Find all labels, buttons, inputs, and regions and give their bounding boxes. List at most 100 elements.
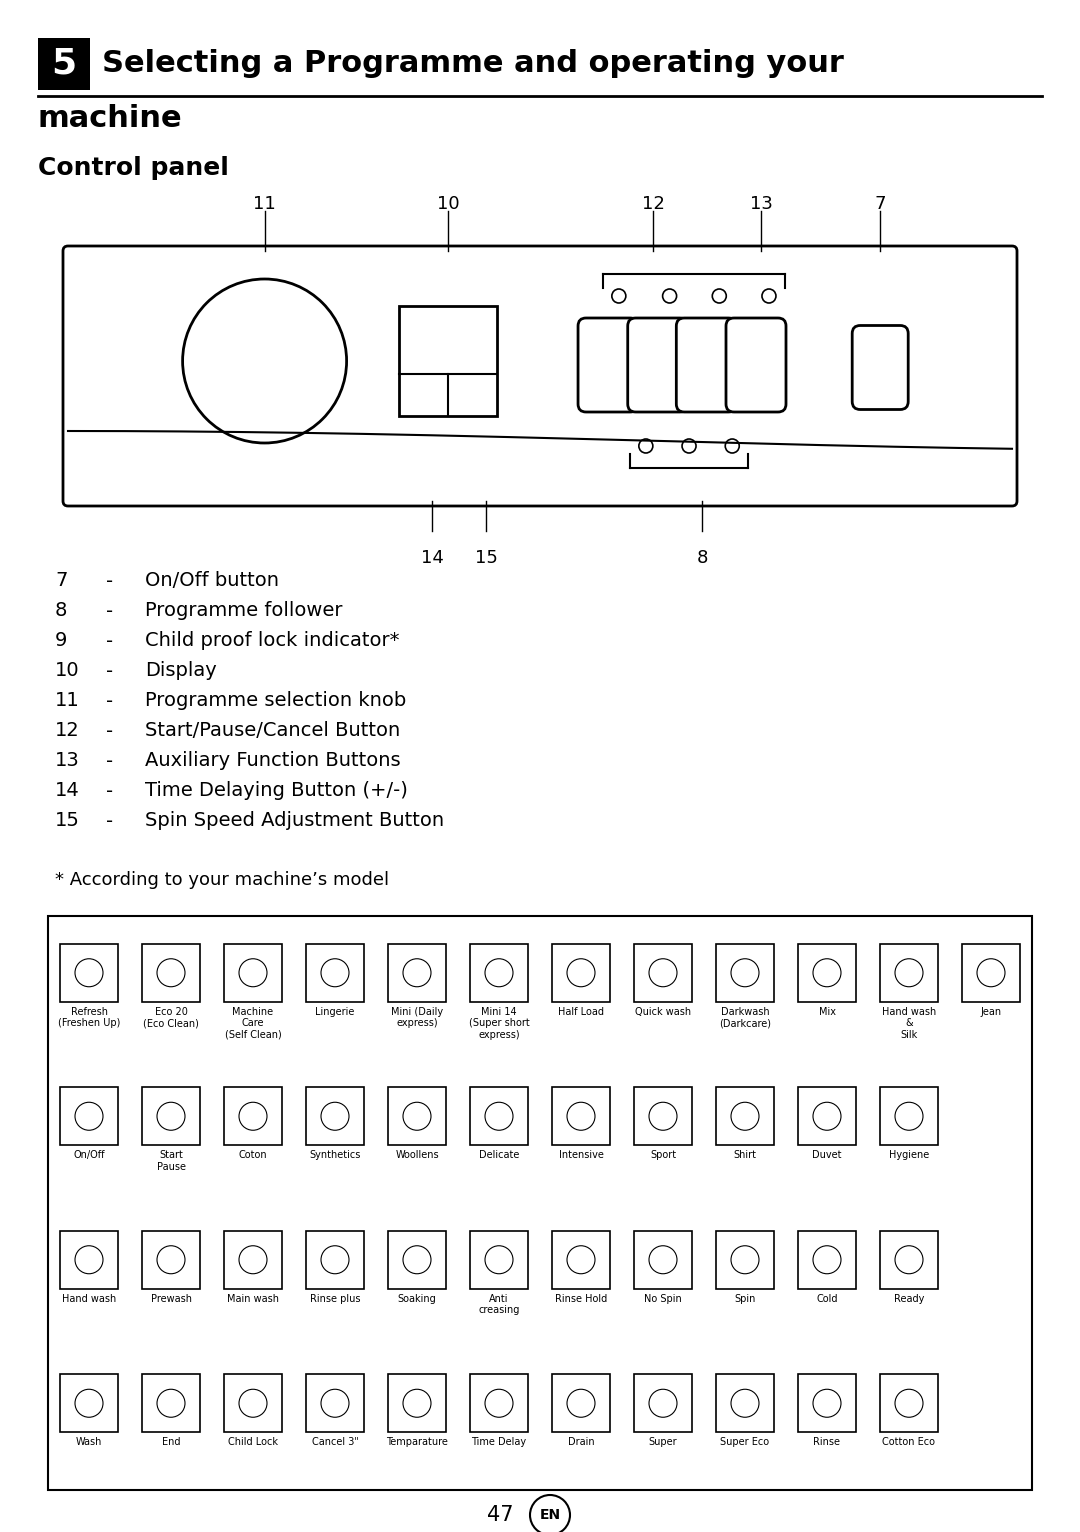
Text: Shirt: Shirt xyxy=(733,1151,756,1160)
Bar xyxy=(306,1230,364,1288)
Text: Super Eco: Super Eco xyxy=(720,1437,770,1448)
Bar xyxy=(798,1374,856,1432)
Bar xyxy=(470,1374,528,1432)
Bar xyxy=(962,944,1020,1002)
Text: End: End xyxy=(162,1437,180,1448)
Text: 9: 9 xyxy=(55,631,67,651)
Text: EN: EN xyxy=(539,1507,561,1521)
Text: Mix: Mix xyxy=(819,1007,836,1017)
Text: Soaking: Soaking xyxy=(397,1293,436,1304)
Bar xyxy=(880,1374,939,1432)
Text: Jean: Jean xyxy=(981,1007,1001,1017)
Bar xyxy=(798,944,856,1002)
Text: 11: 11 xyxy=(253,195,276,213)
Bar xyxy=(141,944,200,1002)
Text: -: - xyxy=(107,691,113,711)
Text: -: - xyxy=(107,662,113,680)
Bar xyxy=(634,944,692,1002)
Text: -: - xyxy=(107,722,113,740)
Text: Child proof lock indicator*: Child proof lock indicator* xyxy=(145,631,400,651)
Text: 14: 14 xyxy=(55,781,80,801)
Text: Display: Display xyxy=(145,662,217,680)
Bar xyxy=(224,1230,282,1288)
Bar xyxy=(552,944,610,1002)
Text: 10: 10 xyxy=(55,662,80,680)
Text: Synthetics: Synthetics xyxy=(309,1151,361,1160)
Text: Half Load: Half Load xyxy=(558,1007,604,1017)
Text: Machine
Care
(Self Clean): Machine Care (Self Clean) xyxy=(225,1007,282,1040)
Text: No Spin: No Spin xyxy=(644,1293,681,1304)
Text: On/Off: On/Off xyxy=(73,1151,105,1160)
FancyBboxPatch shape xyxy=(676,319,737,412)
Bar xyxy=(716,1230,774,1288)
Text: 15: 15 xyxy=(55,812,80,830)
Text: Rinse Hold: Rinse Hold xyxy=(555,1293,607,1304)
Bar xyxy=(38,38,90,90)
Text: -: - xyxy=(107,602,113,620)
Text: Time Delaying Button (+/-): Time Delaying Button (+/-) xyxy=(145,781,408,801)
Text: Mini 14
(Super short
express): Mini 14 (Super short express) xyxy=(469,1007,529,1040)
Bar xyxy=(388,1230,446,1288)
FancyBboxPatch shape xyxy=(578,319,638,412)
Text: Programme follower: Programme follower xyxy=(145,602,342,620)
Text: 5: 5 xyxy=(52,47,77,81)
Bar xyxy=(388,1374,446,1432)
Text: 13: 13 xyxy=(750,195,773,213)
Text: 7: 7 xyxy=(55,571,67,590)
Text: Cancel 3": Cancel 3" xyxy=(311,1437,359,1448)
Text: Hand wash: Hand wash xyxy=(62,1293,117,1304)
Bar xyxy=(552,1374,610,1432)
Bar xyxy=(798,1230,856,1288)
Text: Temparature: Temparature xyxy=(386,1437,448,1448)
Text: Rinse: Rinse xyxy=(813,1437,840,1448)
Text: Duvet: Duvet xyxy=(812,1151,841,1160)
Bar xyxy=(552,1230,610,1288)
Bar xyxy=(141,1230,200,1288)
Bar xyxy=(224,944,282,1002)
Text: -: - xyxy=(107,752,113,771)
Text: -: - xyxy=(107,571,113,590)
Text: 12: 12 xyxy=(55,722,80,740)
Text: Start/Pause/Cancel Button: Start/Pause/Cancel Button xyxy=(145,722,401,740)
Text: 13: 13 xyxy=(55,752,80,771)
Bar xyxy=(716,1374,774,1432)
Text: 8: 8 xyxy=(55,602,67,620)
Text: 7: 7 xyxy=(875,195,886,213)
Text: machine: machine xyxy=(38,104,183,133)
Bar xyxy=(141,1374,200,1432)
Bar xyxy=(400,306,497,417)
Text: 11: 11 xyxy=(55,691,80,711)
Text: Time Delay: Time Delay xyxy=(472,1437,527,1448)
Text: Woollens: Woollens xyxy=(395,1151,438,1160)
Text: Auxiliary Function Buttons: Auxiliary Function Buttons xyxy=(145,752,401,771)
Text: Darkwash
(Darkcare): Darkwash (Darkcare) xyxy=(719,1007,771,1028)
Bar xyxy=(716,1088,774,1146)
Text: Start
Pause: Start Pause xyxy=(157,1151,186,1172)
Bar xyxy=(880,1230,939,1288)
Text: Quick wash: Quick wash xyxy=(635,1007,691,1017)
Text: Super: Super xyxy=(649,1437,677,1448)
Bar xyxy=(306,1374,364,1432)
Text: 10: 10 xyxy=(437,195,459,213)
Bar xyxy=(388,944,446,1002)
Text: Child Lock: Child Lock xyxy=(228,1437,278,1448)
Text: Eco 20
(Eco Clean): Eco 20 (Eco Clean) xyxy=(143,1007,199,1028)
Bar xyxy=(880,944,939,1002)
Text: Drain: Drain xyxy=(568,1437,594,1448)
Bar xyxy=(880,1088,939,1146)
Text: Ready: Ready xyxy=(894,1293,924,1304)
Bar xyxy=(60,1230,118,1288)
Text: Main wash: Main wash xyxy=(227,1293,279,1304)
Bar xyxy=(798,1088,856,1146)
Text: 8: 8 xyxy=(697,548,707,567)
Bar xyxy=(60,1374,118,1432)
Text: 15: 15 xyxy=(474,548,498,567)
Text: Delicate: Delicate xyxy=(478,1151,519,1160)
Text: 47: 47 xyxy=(487,1504,513,1524)
Bar xyxy=(470,1088,528,1146)
Text: Anti
creasing: Anti creasing xyxy=(478,1293,519,1316)
Text: Wash: Wash xyxy=(76,1437,103,1448)
Text: -: - xyxy=(107,781,113,801)
Bar xyxy=(634,1374,692,1432)
Text: Coton: Coton xyxy=(239,1151,268,1160)
